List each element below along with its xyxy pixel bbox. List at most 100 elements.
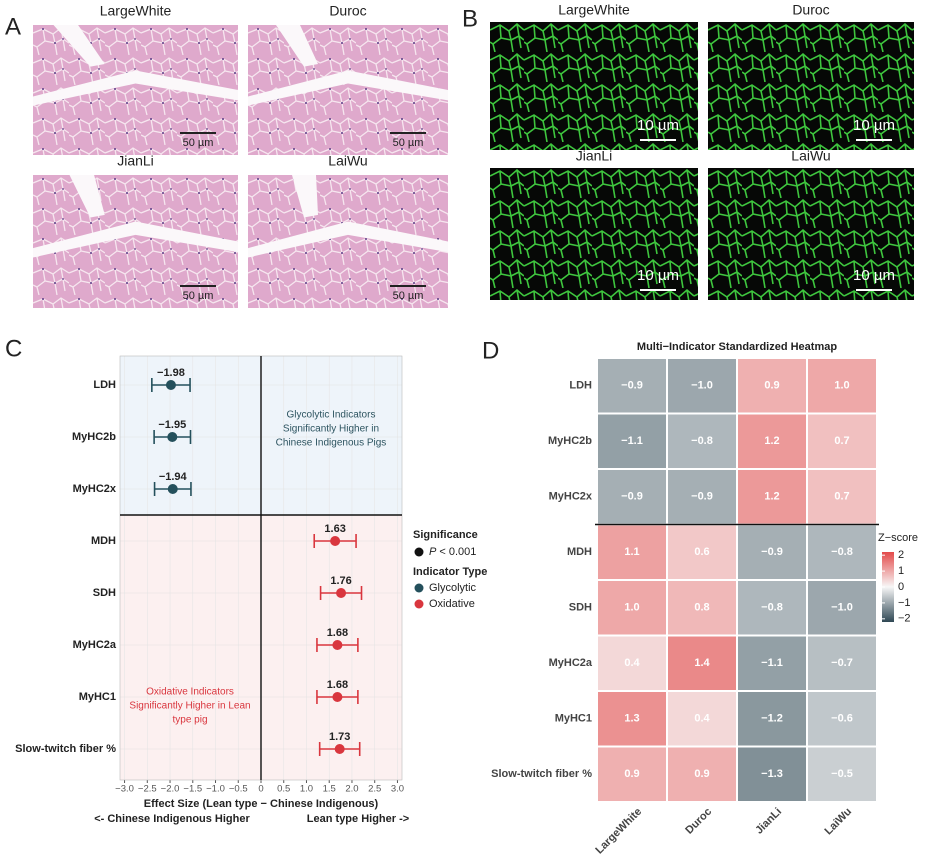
x-tick-label: 1.5 — [323, 784, 336, 795]
cell-label: 0.9 — [624, 768, 639, 780]
cell-label: −0.8 — [691, 435, 713, 447]
x-tick-label: Duroc — [683, 806, 714, 837]
y-tick-label: LDH — [569, 380, 592, 392]
legend-label-symbol: P — [429, 546, 437, 558]
colorbar-tick-label: 1 — [898, 565, 904, 577]
cell-label: −0.9 — [761, 546, 783, 558]
scale-bar-label: 10 µm — [853, 117, 895, 134]
y-tick-label: MDH — [91, 535, 116, 547]
heatmap-cell — [806, 579, 878, 637]
image-title: Duroc — [329, 3, 366, 19]
x-tick-label: −1.5 — [183, 784, 202, 795]
cell-label: −1.2 — [761, 713, 783, 725]
tissue — [708, 168, 914, 300]
panel-label: B — [462, 5, 478, 32]
x-tick-label: 2.0 — [345, 784, 358, 795]
tissue-gap — [69, 175, 105, 218]
heatmap-cell — [736, 690, 808, 748]
image-title: LaiWu — [328, 153, 367, 169]
x-tick-label: 2.5 — [368, 784, 381, 795]
tissue — [490, 168, 698, 300]
value-label: 1.63 — [324, 523, 345, 535]
heatmap-cell — [596, 357, 668, 415]
micrograph: 10 µm — [490, 168, 698, 300]
image-title: JianLi — [117, 153, 154, 169]
y-tick-label: SDH — [93, 587, 116, 599]
value-label: 1.68 — [327, 679, 348, 691]
cell-label: −0.9 — [621, 380, 643, 392]
y-tick-label: MyHC2a — [73, 639, 117, 651]
x-tick-label: 0.5 — [277, 784, 290, 795]
cell-label: −1.0 — [691, 380, 713, 392]
x-tick-label: 3.0 — [391, 784, 404, 795]
image-title: LaiWu — [791, 148, 830, 164]
tissue-gap — [248, 221, 448, 258]
x-tick-label: −2.5 — [138, 784, 157, 795]
value-label: 1.73 — [329, 731, 350, 743]
heatmap-cell — [596, 523, 668, 581]
legend-label-text: < 0.001 — [439, 546, 476, 558]
x-tick-label: −3.0 — [115, 784, 134, 795]
cell-label: −1.0 — [831, 602, 853, 614]
heatmap-cell — [806, 357, 878, 415]
micrograph: 50 µm — [33, 25, 238, 155]
cell-label: 0.4 — [624, 657, 640, 669]
x-tick-label: 1.0 — [300, 784, 313, 795]
cell-label: −0.6 — [831, 713, 853, 725]
y-tick-label: MDH — [567, 546, 592, 558]
annotation: Oxidative Indicators — [146, 687, 234, 698]
legend-title: Significance — [413, 529, 478, 541]
annotation: type pig — [172, 715, 207, 726]
y-tick-label: MyHC2b — [548, 435, 592, 447]
micrograph: 10 µm — [490, 22, 698, 150]
value-label: 1.68 — [327, 627, 348, 639]
scale-bar-label: 50 µm — [393, 290, 424, 302]
cell-label: −0.8 — [761, 602, 783, 614]
annotation: Significantly Higher in — [283, 424, 379, 435]
heatmap-cell — [736, 745, 808, 803]
point — [334, 744, 345, 754]
y-tick-label: SDH — [569, 602, 592, 614]
x-tick-label: LargeWhite — [593, 806, 644, 857]
cell-label: −0.5 — [831, 768, 853, 780]
tissue-gap — [292, 175, 318, 218]
tissue — [708, 22, 914, 150]
x-tick-label: −0.5 — [229, 784, 248, 795]
scale-bar-label: 10 µm — [853, 267, 895, 284]
colorbar-tick-label: −2 — [898, 613, 911, 625]
cell-label: 1.4 — [694, 657, 710, 669]
cell-label: 0.7 — [834, 435, 849, 447]
point — [330, 536, 341, 546]
heatmap-cell — [736, 468, 808, 526]
point — [332, 640, 343, 650]
cell-label: 1.2 — [764, 491, 779, 503]
scale-bar-label: 10 µm — [637, 117, 679, 134]
y-tick-label: MyHC1 — [79, 691, 116, 703]
x-tick-label: JianLi — [753, 806, 784, 837]
tissue-gap — [33, 70, 238, 106]
micrograph: 50 µm — [33, 175, 238, 308]
tissue-gap — [276, 25, 318, 67]
heatmap-cell — [596, 745, 668, 803]
y-tick-label: MyHC2x — [549, 491, 593, 503]
y-tick-label: MyHC2x — [73, 483, 117, 495]
tissue-gap — [33, 221, 238, 258]
x-tick-label: −2.0 — [161, 784, 180, 795]
cell-label: 0.8 — [694, 602, 709, 614]
chart-title: Multi−Indicator Standardized Heatmap — [637, 341, 837, 353]
value-label: 1.76 — [330, 575, 351, 587]
cell-label: 0.7 — [834, 491, 849, 503]
cell-label: −1.3 — [761, 768, 783, 780]
x-axis-note: Lean type Higher -> — [307, 813, 409, 825]
image-title: LargeWhite — [558, 2, 630, 18]
tissue-gap — [248, 70, 448, 106]
annotation: Glycolytic Indicators — [287, 410, 376, 421]
point — [332, 692, 343, 702]
cell-label: −1.1 — [761, 657, 783, 669]
cell-label: 1.0 — [624, 602, 639, 614]
heatmap-cell — [736, 357, 808, 415]
cell-label: 1.3 — [624, 713, 639, 725]
heatmap-cell — [806, 523, 878, 581]
